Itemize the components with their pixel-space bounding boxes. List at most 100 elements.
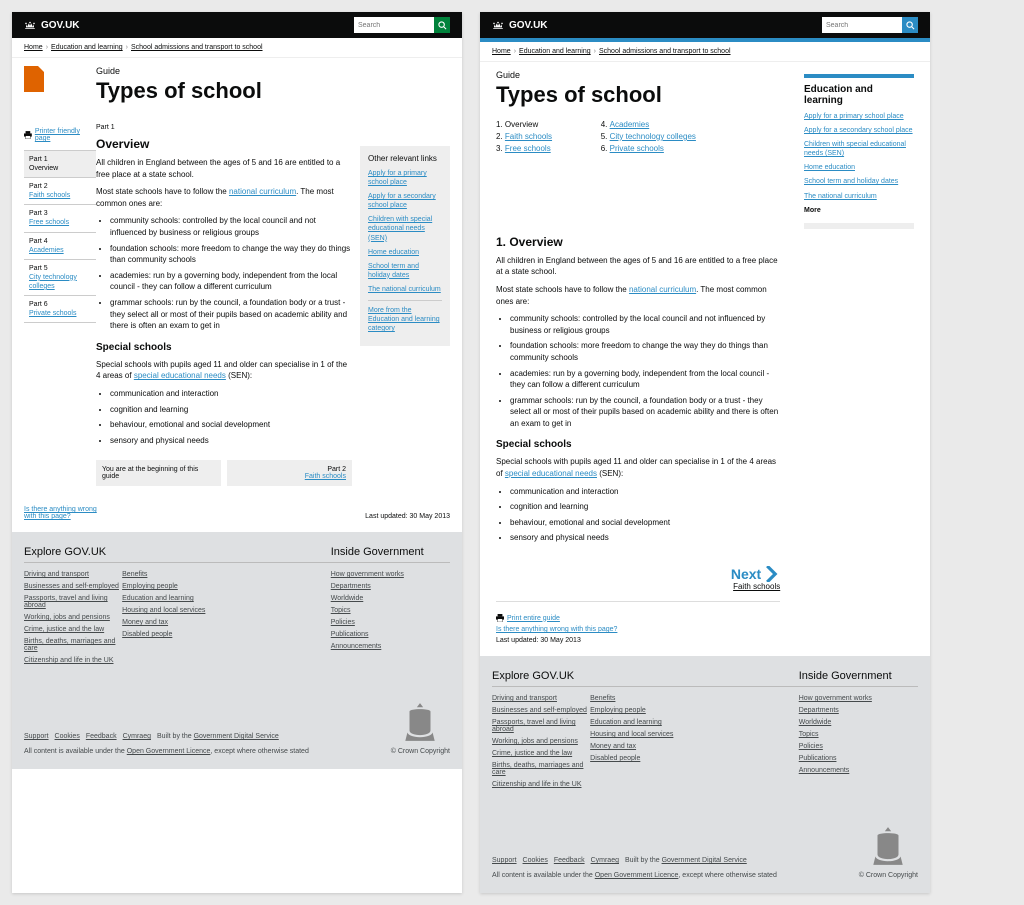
footer-link[interactable]: Money and tax <box>122 619 220 626</box>
footer-link[interactable]: Births, deaths, marriages and care <box>24 638 122 652</box>
feedback-link[interactable]: Feedback <box>86 733 117 740</box>
related-link[interactable]: Apply for a primary school place <box>804 112 914 121</box>
report-problem-link[interactable]: Is there anything wrong with this page? <box>496 626 617 633</box>
related-link[interactable]: Children with special educational needs … <box>804 140 914 158</box>
footer-link[interactable]: Worldwide <box>799 719 918 726</box>
search-input[interactable] <box>822 17 902 33</box>
footer-link[interactable]: Passports, travel and living abroad <box>492 719 590 733</box>
footer-link[interactable]: How government works <box>799 695 918 702</box>
footer-link[interactable]: Announcements <box>331 643 450 650</box>
ogl-link[interactable]: Open Government Licence <box>127 748 211 755</box>
nav-part-1[interactable]: Part 1Overview <box>24 151 96 178</box>
cymraeg-link[interactable]: Cymraeg <box>123 733 151 740</box>
nav-part-6[interactable]: Part 6Private schools <box>24 296 96 323</box>
footer-link[interactable]: Disabled people <box>590 755 688 762</box>
toc-item[interactable]: Faith schools <box>496 132 601 141</box>
sen-link[interactable]: special educational needs <box>134 371 226 380</box>
related-link[interactable]: Children with special educational needs … <box>368 215 442 242</box>
footer-link[interactable]: Disabled people <box>122 631 220 638</box>
footer-link[interactable]: Departments <box>799 707 918 714</box>
related-link[interactable]: The national curriculum <box>368 285 442 294</box>
cookies-link[interactable]: Cookies <box>523 857 548 864</box>
footer-link[interactable]: Publications <box>799 755 918 762</box>
next-nav[interactable]: Next Faith schools <box>496 566 780 591</box>
footer-link[interactable]: Education and learning <box>590 719 688 726</box>
govuk-logo[interactable]: GOV.UK <box>41 20 80 31</box>
footer-link[interactable]: Passports, travel and living abroad <box>24 595 122 609</box>
more-link[interactable]: More from the Education and learning cat… <box>368 306 442 333</box>
support-link[interactable]: Support <box>492 857 517 864</box>
footer-link[interactable]: Businesses and self-employed <box>492 707 590 714</box>
ogl-link[interactable]: Open Government Licence <box>595 872 679 879</box>
related-link[interactable]: Apply for a secondary school place <box>804 126 914 135</box>
print-entire-link[interactable]: Print entire guide <box>496 614 780 622</box>
related-link[interactable]: School term and holiday dates <box>368 262 442 280</box>
crumb-education[interactable]: Education and learning <box>519 48 591 55</box>
footer-link[interactable]: Employing people <box>122 583 220 590</box>
related-link[interactable]: Home education <box>804 163 914 172</box>
search-input[interactable] <box>354 17 434 33</box>
crumb-admissions[interactable]: School admissions and transport to schoo… <box>599 48 731 55</box>
gds-link[interactable]: Government Digital Service <box>662 857 747 864</box>
crumb-home[interactable]: Home <box>492 48 511 55</box>
more-link[interactable]: More <box>804 206 914 215</box>
support-link[interactable]: Support <box>24 733 49 740</box>
related-link[interactable]: School term and holiday dates <box>804 177 914 186</box>
search-button[interactable] <box>434 17 450 33</box>
toc-item[interactable]: Free schools <box>496 144 601 153</box>
footer-link[interactable]: Working, jobs and pensions <box>24 614 122 621</box>
national-curriculum-link[interactable]: national curriculum <box>629 285 696 294</box>
footer-link[interactable]: Businesses and self-employed <box>24 583 122 590</box>
footer-link[interactable]: Policies <box>799 743 918 750</box>
feedback-link[interactable]: Feedback <box>554 857 585 864</box>
sen-link[interactable]: special educational needs <box>505 469 597 478</box>
nav-part-5[interactable]: Part 5City technology colleges <box>24 260 96 296</box>
footer-link[interactable]: Topics <box>331 607 450 614</box>
footer-link[interactable]: Births, deaths, marriages and care <box>492 762 590 776</box>
gds-link[interactable]: Government Digital Service <box>194 733 279 740</box>
cookies-link[interactable]: Cookies <box>55 733 80 740</box>
cymraeg-link[interactable]: Cymraeg <box>591 857 619 864</box>
related-link[interactable]: Apply for a secondary school place <box>368 192 442 210</box>
printer-link[interactable]: Printer friendly page <box>24 128 96 142</box>
nav-part-4[interactable]: Part 4Academies <box>24 233 96 260</box>
footer-link[interactable]: Crime, justice and the law <box>492 750 590 757</box>
next-box[interactable]: Part 2Faith schools <box>227 460 352 486</box>
footer-link[interactable]: Policies <box>331 619 450 626</box>
search-button[interactable] <box>902 17 918 33</box>
footer-link[interactable]: Citizenship and life in the UK <box>492 781 590 788</box>
footer-link[interactable]: Worldwide <box>331 595 450 602</box>
footer-link[interactable]: How government works <box>331 571 450 578</box>
nav-part-2[interactable]: Part 2Faith schools <box>24 178 96 205</box>
govuk-logo[interactable]: GOV.UK <box>509 20 548 31</box>
footer-link[interactable]: Driving and transport <box>24 571 122 578</box>
footer-link[interactable]: Benefits <box>122 571 220 578</box>
footer-link[interactable]: Announcements <box>799 767 918 774</box>
footer-link[interactable]: Working, jobs and pensions <box>492 738 590 745</box>
footer-link[interactable]: Publications <box>331 631 450 638</box>
crumb-home[interactable]: Home <box>24 44 43 51</box>
footer-link[interactable]: Crime, justice and the law <box>24 626 122 633</box>
crumb-admissions[interactable]: School admissions and transport to schoo… <box>131 44 263 51</box>
footer-link[interactable]: Money and tax <box>590 743 688 750</box>
footer-link[interactable]: Departments <box>331 583 450 590</box>
footer-link[interactable]: Housing and local services <box>122 607 220 614</box>
toc-item[interactable]: Overview <box>496 120 601 129</box>
toc-item[interactable]: City technology colleges <box>601 132 706 141</box>
report-problem-link[interactable]: Is there anything wrong with this page? <box>24 506 104 520</box>
footer-link[interactable]: Driving and transport <box>492 695 590 702</box>
footer-link[interactable]: Housing and local services <box>590 731 688 738</box>
crumb-education[interactable]: Education and learning <box>51 44 123 51</box>
related-link[interactable]: Home education <box>368 248 442 257</box>
related-link[interactable]: The national curriculum <box>804 192 914 201</box>
toc-item[interactable]: Academies <box>601 120 706 129</box>
related-link[interactable]: Apply for a primary school place <box>368 169 442 187</box>
footer-link[interactable]: Education and learning <box>122 595 220 602</box>
nav-part-3[interactable]: Part 3Free schools <box>24 205 96 232</box>
footer-link[interactable]: Employing people <box>590 707 688 714</box>
footer-link[interactable]: Benefits <box>590 695 688 702</box>
footer-link[interactable]: Citizenship and life in the UK <box>24 657 122 664</box>
toc-item[interactable]: Private schools <box>601 144 706 153</box>
national-curriculum-link[interactable]: national curriculum <box>229 187 296 196</box>
footer-link[interactable]: Topics <box>799 731 918 738</box>
